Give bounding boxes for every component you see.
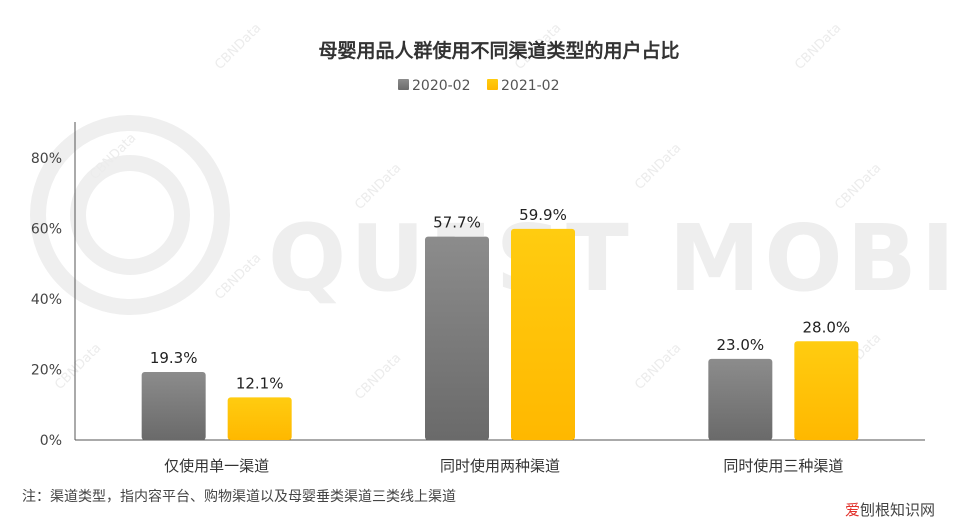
y-axis-ticks: 0% 20% 40% 60% 80% bbox=[31, 151, 62, 449]
legend-swatch-2021-02 bbox=[487, 79, 498, 90]
bar-2020-02-2 bbox=[708, 358, 773, 440]
bars: 19.3% 12.1% 57.7% 59.9% 23.0% 28.0% bbox=[141, 206, 859, 440]
watermark-logo-ring bbox=[30, 115, 230, 315]
y-tick-label: 20% bbox=[31, 363, 62, 379]
bar-2020-02-1 bbox=[425, 236, 489, 440]
axes bbox=[74, 122, 925, 441]
bar-2021-02-0 bbox=[227, 397, 292, 440]
x-axis-categories: 仅使用单一渠道 同时使用两种渠道 同时使用三种渠道 bbox=[164, 457, 843, 475]
bar-2021-02-2 bbox=[794, 341, 859, 440]
x-category-label: 同时使用三种渠道 bbox=[723, 457, 843, 475]
footnote: 注：渠道类型，指内容平台、购物渠道以及母婴垂类渠道三类线上渠道 bbox=[22, 488, 456, 505]
legend-swatch-2020-02 bbox=[398, 79, 409, 90]
legend-label-2021-02: 2021-02 bbox=[501, 78, 560, 94]
watermark-tile: CBNData bbox=[352, 351, 404, 403]
y-tick-label: 80% bbox=[31, 151, 62, 167]
brand-accent: 爱 bbox=[845, 501, 860, 519]
bar-2021-02-1 bbox=[511, 228, 575, 440]
bar-2020-02-0 bbox=[141, 371, 206, 440]
data-label: 23.0% bbox=[717, 336, 765, 354]
watermark-tile: CBNData bbox=[212, 21, 264, 73]
y-tick-label: 40% bbox=[31, 292, 62, 308]
watermark-logo-text: QUEST MOBILE bbox=[268, 205, 953, 312]
legend-label-2020-02: 2020-02 bbox=[412, 78, 471, 94]
data-label: 57.7% bbox=[433, 214, 481, 232]
watermark-tile: CBNData bbox=[792, 21, 844, 73]
brand-rest: 刨根知识网 bbox=[860, 501, 935, 519]
data-label: 12.1% bbox=[236, 374, 284, 392]
x-category-label: 仅使用单一渠道 bbox=[164, 457, 269, 475]
watermark-logo-inner-ring bbox=[70, 155, 190, 275]
watermark-tile: CBNData bbox=[632, 141, 684, 193]
x-category-label: 同时使用两种渠道 bbox=[440, 457, 560, 475]
data-label: 28.0% bbox=[803, 318, 851, 336]
data-label: 59.9% bbox=[519, 206, 567, 224]
watermark: QUEST MOBILE bbox=[30, 115, 953, 315]
data-label: 19.3% bbox=[150, 349, 198, 367]
watermark-tile: CBNData bbox=[632, 341, 684, 393]
brand-watermark: 爱刨根知识网 bbox=[845, 501, 935, 519]
y-tick-label: 0% bbox=[40, 433, 62, 449]
chart-title: 母婴用品人群使用不同渠道类型的用户占比 bbox=[318, 39, 679, 62]
legend: 2020-02 2021-02 bbox=[398, 78, 560, 94]
y-tick-label: 60% bbox=[31, 222, 62, 238]
